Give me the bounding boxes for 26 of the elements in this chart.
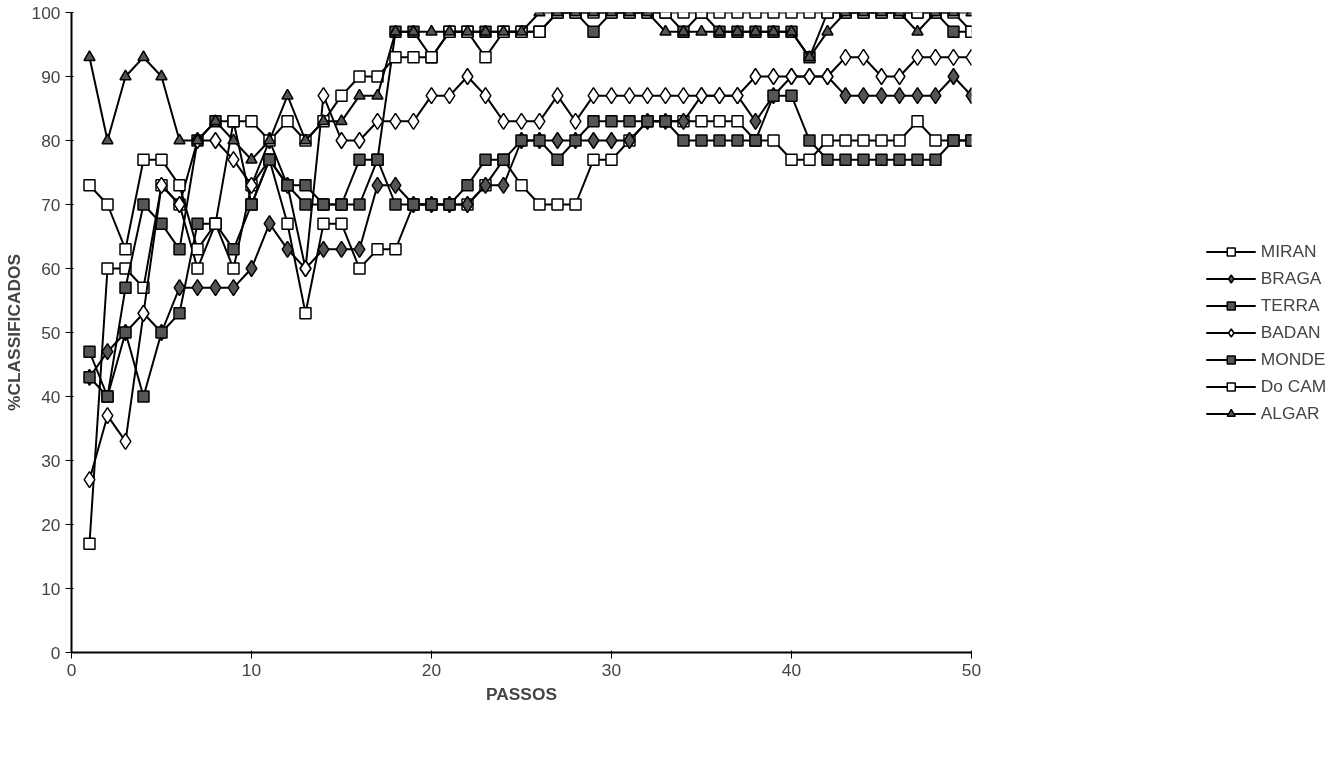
y-tick-label: 10 (41, 578, 61, 599)
legend-label: Do CAM (1260, 375, 1327, 397)
y-tick-label: 30 (41, 450, 61, 471)
legend-label: TERRA (1260, 294, 1320, 316)
y-tick-label: 50 (41, 322, 61, 343)
y-tick-label: 100 (31, 2, 61, 23)
x-axis-title: PASSOS (486, 683, 557, 704)
x-tick-label: 50 (961, 659, 982, 680)
x-tick-label: 40 (781, 659, 802, 680)
y-tick-label: 0 (50, 642, 61, 663)
x-tick-label: 30 (601, 659, 622, 680)
y-tick-label: 20 (41, 514, 61, 535)
legend-label: ALGAR (1260, 402, 1320, 424)
y-tick-label: 90 (41, 66, 61, 87)
legend-label: BADAN (1260, 321, 1321, 343)
x-tick-label: 10 (241, 659, 262, 680)
x-tick-label: 20 (421, 659, 442, 680)
y-tick-label: 70 (41, 194, 61, 215)
x-tick-label: 0 (66, 659, 77, 680)
y-tick-label: 40 (41, 386, 61, 407)
y-tick-label: 60 (41, 258, 61, 279)
legend-label: BRAGA (1260, 267, 1322, 289)
legend-label: MIRAN (1260, 240, 1317, 262)
legend-label: MONDE (1260, 348, 1326, 370)
y-axis-title: %CLASSIFICADOS (3, 254, 24, 411)
y-tick-label: 80 (41, 130, 61, 151)
